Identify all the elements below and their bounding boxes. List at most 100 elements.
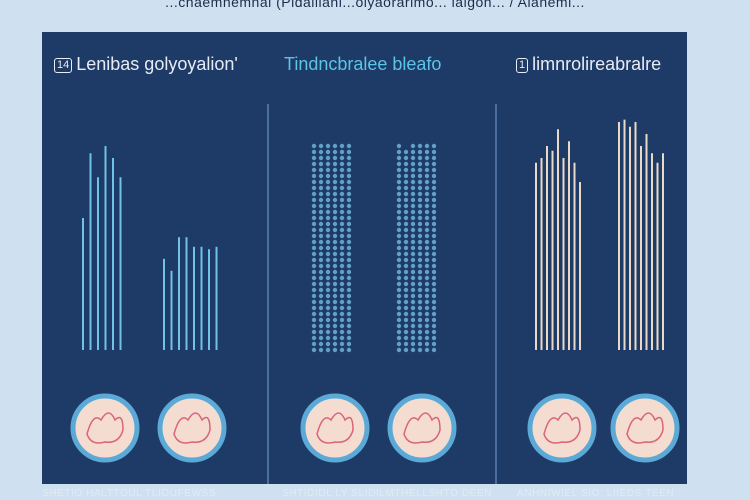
dot-mark bbox=[346, 299, 352, 305]
dot-mark bbox=[396, 155, 402, 161]
dot-mark bbox=[424, 269, 430, 275]
dot-mark bbox=[403, 311, 409, 317]
dot-mark bbox=[424, 305, 430, 311]
dot-mark bbox=[318, 209, 324, 215]
dot-mark bbox=[311, 251, 317, 257]
column-3-title: limnrolireabralre bbox=[532, 54, 662, 74]
dot-mark bbox=[318, 323, 324, 329]
dot-mark bbox=[410, 227, 416, 233]
dot-mark bbox=[396, 293, 402, 299]
dot-mark bbox=[311, 161, 317, 167]
dot-mark bbox=[311, 143, 317, 149]
dot-mark bbox=[318, 293, 324, 299]
dot-mark bbox=[325, 323, 331, 329]
dot-mark bbox=[417, 197, 423, 203]
dot-mark bbox=[396, 191, 402, 197]
dot-mark bbox=[346, 335, 352, 341]
dot-mark bbox=[410, 335, 416, 341]
dot-mark bbox=[346, 239, 352, 245]
dot-mark bbox=[311, 299, 317, 305]
dot-mark bbox=[325, 227, 331, 233]
dot-mark bbox=[403, 335, 409, 341]
dot-mark bbox=[346, 317, 352, 323]
dot-mark bbox=[417, 245, 423, 251]
dot-mark bbox=[318, 215, 324, 221]
dot-mark bbox=[339, 239, 345, 245]
dot-mark bbox=[318, 203, 324, 209]
dot-mark bbox=[431, 263, 437, 269]
dot-mark bbox=[410, 281, 416, 287]
dot-mark bbox=[332, 305, 338, 311]
dot-mark bbox=[332, 191, 338, 197]
dot-mark bbox=[311, 239, 317, 245]
dot-mark bbox=[325, 179, 331, 185]
dot-mark bbox=[311, 185, 317, 191]
dot-mark bbox=[346, 197, 352, 203]
dot-mark bbox=[325, 329, 331, 335]
dot-mark bbox=[403, 257, 409, 263]
dot-mark bbox=[318, 287, 324, 293]
dot-mark bbox=[311, 329, 317, 335]
dot-mark bbox=[396, 185, 402, 191]
dot-mark bbox=[339, 143, 345, 149]
dot-mark bbox=[417, 185, 423, 191]
dot-mark bbox=[431, 239, 437, 245]
dot-mark bbox=[332, 257, 338, 263]
dot-mark bbox=[431, 233, 437, 239]
dot-mark bbox=[311, 233, 317, 239]
dot-mark bbox=[424, 257, 430, 263]
dot-mark bbox=[325, 311, 331, 317]
dot-mark bbox=[424, 329, 430, 335]
dot-mark bbox=[403, 149, 409, 155]
column-1-badge: 14 bbox=[54, 57, 73, 73]
dot-mark bbox=[431, 197, 437, 203]
dot-mark bbox=[424, 203, 430, 209]
dot-mark bbox=[339, 251, 345, 257]
dot-mark bbox=[424, 185, 430, 191]
dot-mark bbox=[311, 335, 317, 341]
dot-mark bbox=[403, 191, 409, 197]
dot-mark bbox=[339, 317, 345, 323]
dot-mark bbox=[396, 335, 402, 341]
dot-mark bbox=[318, 263, 324, 269]
petri-dish-icon bbox=[610, 393, 680, 463]
dot-mark bbox=[396, 329, 402, 335]
dot-mark bbox=[332, 161, 338, 167]
dot-mark bbox=[346, 269, 352, 275]
dot-mark bbox=[339, 269, 345, 275]
dot-mark bbox=[424, 341, 430, 347]
dot-mark bbox=[396, 203, 402, 209]
dot-mark bbox=[332, 167, 338, 173]
dot-mark bbox=[410, 341, 416, 347]
dot-mark bbox=[396, 281, 402, 287]
dot-mark bbox=[403, 161, 409, 167]
dot-mark bbox=[311, 305, 317, 311]
dot-mark bbox=[431, 287, 437, 293]
dot-mark bbox=[410, 293, 416, 299]
dot-mark bbox=[396, 263, 402, 269]
infographic-panel: 14 Lenibas golyoyalion' Tindncbralee blea… bbox=[42, 32, 687, 499]
dot-mark bbox=[346, 311, 352, 317]
dot-mark bbox=[410, 347, 416, 353]
dot-mark bbox=[417, 215, 423, 221]
dot-mark bbox=[417, 143, 423, 149]
dot-mark bbox=[346, 287, 352, 293]
cell-cluster-icon bbox=[316, 412, 354, 444]
dot-mark bbox=[403, 221, 409, 227]
dot-mark bbox=[431, 257, 437, 263]
dot-mark bbox=[403, 317, 409, 323]
dot-mark bbox=[318, 269, 324, 275]
dot-mark bbox=[339, 155, 345, 161]
dot-mark bbox=[325, 197, 331, 203]
dot-mark bbox=[417, 299, 423, 305]
petri-dish-icon bbox=[70, 393, 140, 463]
dot-mark bbox=[403, 227, 409, 233]
cell-cluster-icon bbox=[86, 412, 124, 444]
dot-mark bbox=[410, 203, 416, 209]
dot-mark bbox=[318, 155, 324, 161]
dot-mark bbox=[417, 149, 423, 155]
dot-mark bbox=[339, 215, 345, 221]
dot-mark bbox=[424, 221, 430, 227]
dot-mark bbox=[311, 203, 317, 209]
petri-dish-icon bbox=[527, 393, 597, 463]
